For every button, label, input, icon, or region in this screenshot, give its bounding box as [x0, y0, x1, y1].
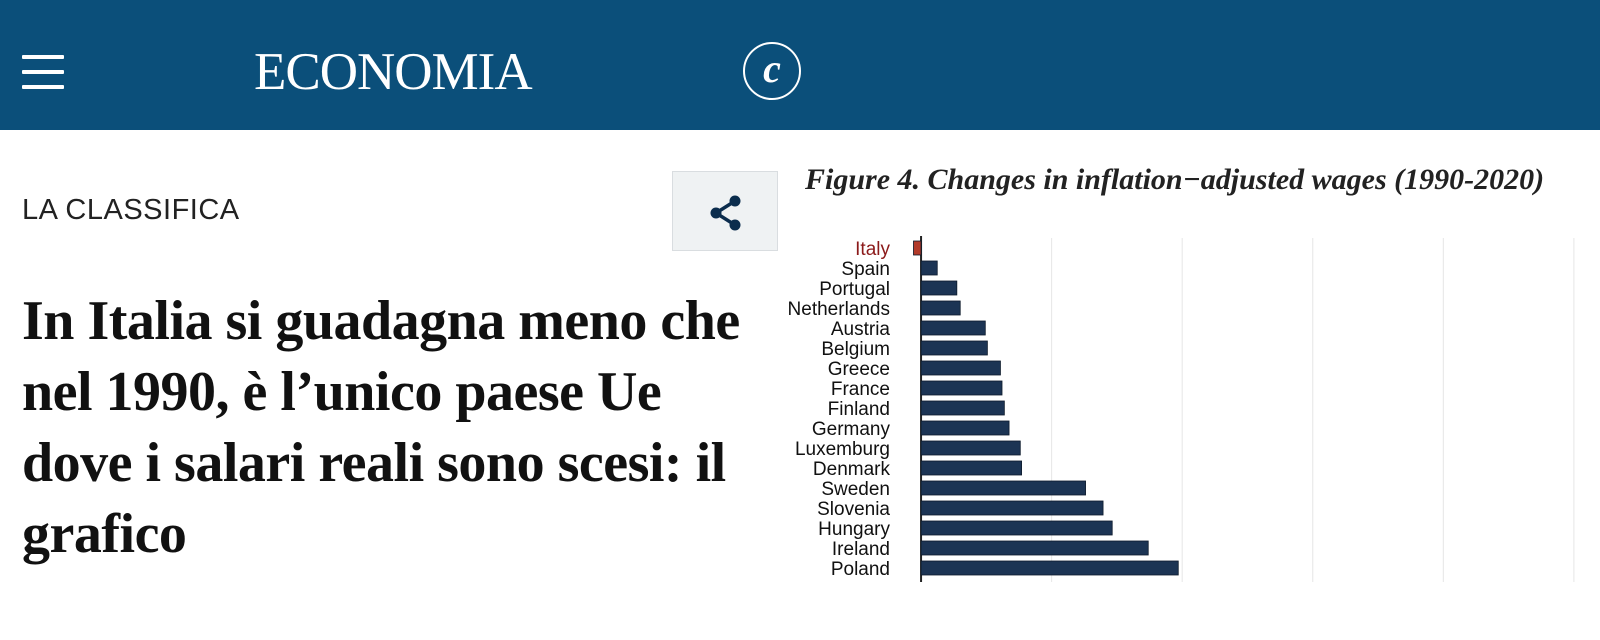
country-label-netherlands: Netherlands: [788, 299, 890, 320]
bar-portugal: [920, 280, 958, 296]
share-button[interactable]: [672, 171, 778, 251]
bar-slovenia: [920, 500, 1104, 516]
country-label-sweden: Sweden: [821, 479, 890, 500]
bar-germany: [920, 420, 1010, 436]
hamburger-menu-icon[interactable]: [22, 55, 64, 89]
bar-austria: [920, 320, 986, 336]
wage-change-bar-chart: ItalySpainPortugalNetherlandsAustriaBelg…: [788, 236, 1575, 582]
country-label-poland: Poland: [831, 559, 890, 580]
country-label-france: France: [831, 379, 890, 400]
bar-greece: [920, 360, 1001, 376]
bar-sweden: [920, 480, 1086, 496]
country-label-italy: Italy: [855, 239, 890, 260]
bar-hungary: [920, 520, 1113, 536]
bar-belgium: [920, 340, 988, 356]
section-brand-title[interactable]: ECONOMIA: [254, 43, 533, 101]
country-label-spain: Spain: [841, 259, 890, 280]
site-header: ECONOMIA c: [0, 0, 1600, 130]
country-label-hungary: Hungary: [818, 519, 890, 540]
bar-spain: [920, 260, 938, 276]
article-headline[interactable]: In Italia si guadagna meno che nel 1990,…: [22, 290, 740, 565]
bar-poland: [920, 560, 1179, 576]
corriere-logo-icon[interactable]: c: [743, 42, 801, 100]
country-label-luxemburg: Luxemburg: [795, 439, 890, 460]
chart-title: Figure 4. Changes in inflation−adjusted …: [805, 163, 1545, 196]
country-label-austria: Austria: [831, 319, 891, 340]
bar-denmark: [920, 460, 1022, 476]
bar-italy: [913, 240, 922, 256]
article-kicker: LA CLASSIFICA: [22, 194, 240, 226]
country-label-belgium: Belgium: [821, 339, 890, 360]
country-label-denmark: Denmark: [813, 459, 891, 480]
country-label-ireland: Ireland: [832, 539, 890, 560]
country-label-germany: Germany: [812, 419, 891, 440]
bar-luxemburg: [920, 440, 1021, 456]
bar-france: [920, 380, 1003, 396]
bar-netherlands: [920, 300, 961, 316]
country-label-greece: Greece: [828, 359, 890, 380]
bar-ireland: [920, 540, 1149, 556]
country-label-slovenia: Slovenia: [817, 499, 890, 520]
country-label-finland: Finland: [828, 399, 890, 420]
country-label-portugal: Portugal: [819, 279, 890, 300]
share-icon: [710, 195, 741, 231]
bar-finland: [920, 400, 1005, 416]
